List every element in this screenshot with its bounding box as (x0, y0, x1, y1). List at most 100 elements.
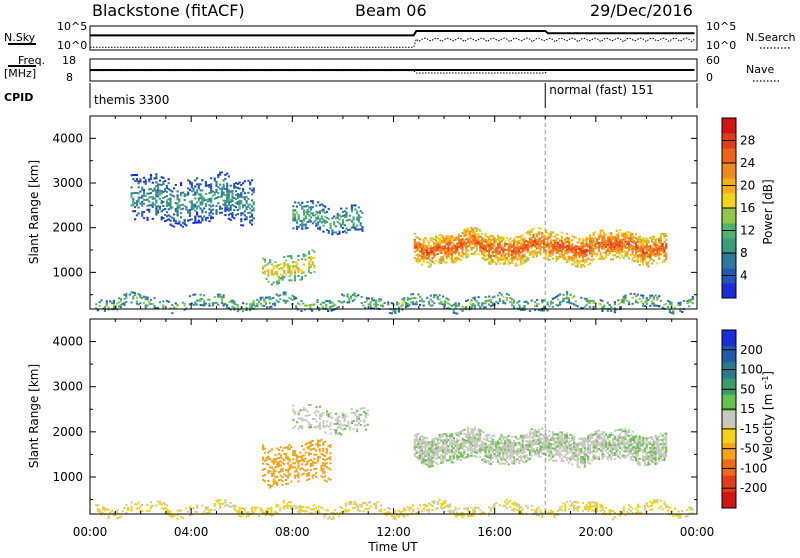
heatmap-cell (267, 456, 269, 458)
heatmap-cell (327, 310, 329, 312)
heatmap-cell (264, 468, 266, 470)
heatmap-cell (312, 222, 314, 224)
heatmap-cell (150, 176, 152, 178)
heatmap-cell (458, 440, 460, 442)
heatmap-cell (554, 444, 556, 446)
heatmap-cell (194, 294, 196, 296)
heatmap-cell (467, 256, 469, 258)
heatmap-cell (215, 211, 217, 213)
heatmap-cell (552, 254, 554, 256)
heatmap-cell (297, 476, 299, 478)
heatmap-cell (515, 444, 517, 446)
heatmap-cell (665, 447, 667, 449)
heatmap-cell (138, 186, 140, 188)
heatmap-cell (330, 223, 332, 225)
heatmap-cell (391, 302, 393, 304)
heatmap-cell (226, 173, 228, 175)
heatmap-cell (269, 458, 271, 460)
heatmap-cell (665, 451, 667, 453)
heatmap-cell (145, 179, 147, 181)
heatmap-cell (499, 298, 501, 300)
heatmap-cell (548, 435, 550, 437)
heatmap-cell (180, 182, 182, 184)
heatmap-cell (536, 255, 538, 257)
heatmap-cell (162, 306, 164, 308)
heatmap-cell (531, 300, 533, 302)
heatmap-cell (329, 444, 331, 446)
heatmap-cell (504, 463, 506, 465)
heatmap-cell (251, 220, 253, 222)
heatmap-cell (132, 298, 134, 300)
heatmap-cell (143, 203, 145, 205)
heatmap-cell (99, 301, 101, 303)
heatmap-cell (584, 457, 586, 459)
heatmap-cell (334, 304, 336, 306)
heatmap-cell (656, 299, 658, 301)
heatmap-cell (442, 445, 444, 447)
heatmap-cell (463, 451, 465, 453)
heatmap-cell (557, 450, 559, 452)
heatmap-cell (328, 218, 330, 220)
heatmap-cell (345, 214, 347, 216)
heatmap-cell (294, 425, 296, 427)
heatmap-cell (605, 246, 607, 248)
heatmap-cell (347, 296, 349, 298)
heatmap-cell (306, 469, 308, 471)
power-panel (90, 116, 697, 315)
heatmap-cell (603, 431, 605, 433)
heatmap-cell (228, 196, 230, 198)
heatmap-cell (455, 253, 457, 255)
heatmap-cell (361, 230, 363, 232)
heatmap-cell (495, 263, 497, 265)
heatmap-cell (361, 226, 363, 228)
heatmap-cell (249, 309, 251, 311)
heatmap-cell (490, 249, 492, 251)
heatmap-cell (511, 436, 513, 438)
heatmap-cell (578, 240, 580, 242)
heatmap-cell (221, 190, 223, 192)
heatmap-cell (262, 444, 264, 446)
heatmap-cell (177, 209, 179, 211)
heatmap-cell (173, 218, 175, 220)
heatmap-cell (586, 261, 588, 263)
heatmap-cell (478, 253, 480, 255)
heatmap-cell (660, 451, 662, 453)
heatmap-cell (524, 253, 526, 255)
heatmap-cell (344, 420, 346, 422)
heatmap-cell (221, 208, 223, 210)
heatmap-cell (603, 307, 605, 309)
heatmap-cell (215, 302, 217, 304)
heatmap-cell (276, 484, 278, 486)
heatmap-cell (658, 446, 660, 448)
heatmap-cell (451, 254, 453, 256)
heatmap-cell (547, 310, 549, 312)
heatmap-cell (662, 441, 664, 443)
heatmap-cell (377, 304, 379, 306)
heatmap-cell (308, 215, 310, 217)
heatmap-cell (310, 469, 312, 471)
heatmap-cell (351, 211, 353, 213)
heatmap-cell (435, 294, 437, 296)
heatmap-cell (639, 298, 641, 300)
heatmap-cell (138, 206, 140, 208)
heatmap-cell (177, 194, 179, 196)
heatmap-cell (524, 237, 526, 239)
heatmap-cell (292, 427, 294, 429)
heatmap-cell (665, 453, 667, 455)
heatmap-cell (360, 222, 362, 224)
heatmap-cell (534, 301, 536, 303)
heatmap-cell (246, 196, 248, 198)
heatmap-cell (423, 242, 425, 244)
heatmap-cell (665, 445, 667, 447)
heatmap-cell (460, 259, 462, 261)
heatmap-cell (215, 189, 217, 191)
heatmap-cell (263, 299, 265, 301)
heatmap-cell (292, 227, 294, 229)
heatmap-cell (515, 257, 517, 259)
heatmap-cell (662, 435, 664, 437)
heatmap-cell (290, 464, 292, 466)
heatmap-cell (490, 463, 492, 465)
heatmap-cell (358, 214, 360, 216)
heatmap-cell (240, 218, 242, 220)
heatmap-cell (136, 214, 138, 216)
